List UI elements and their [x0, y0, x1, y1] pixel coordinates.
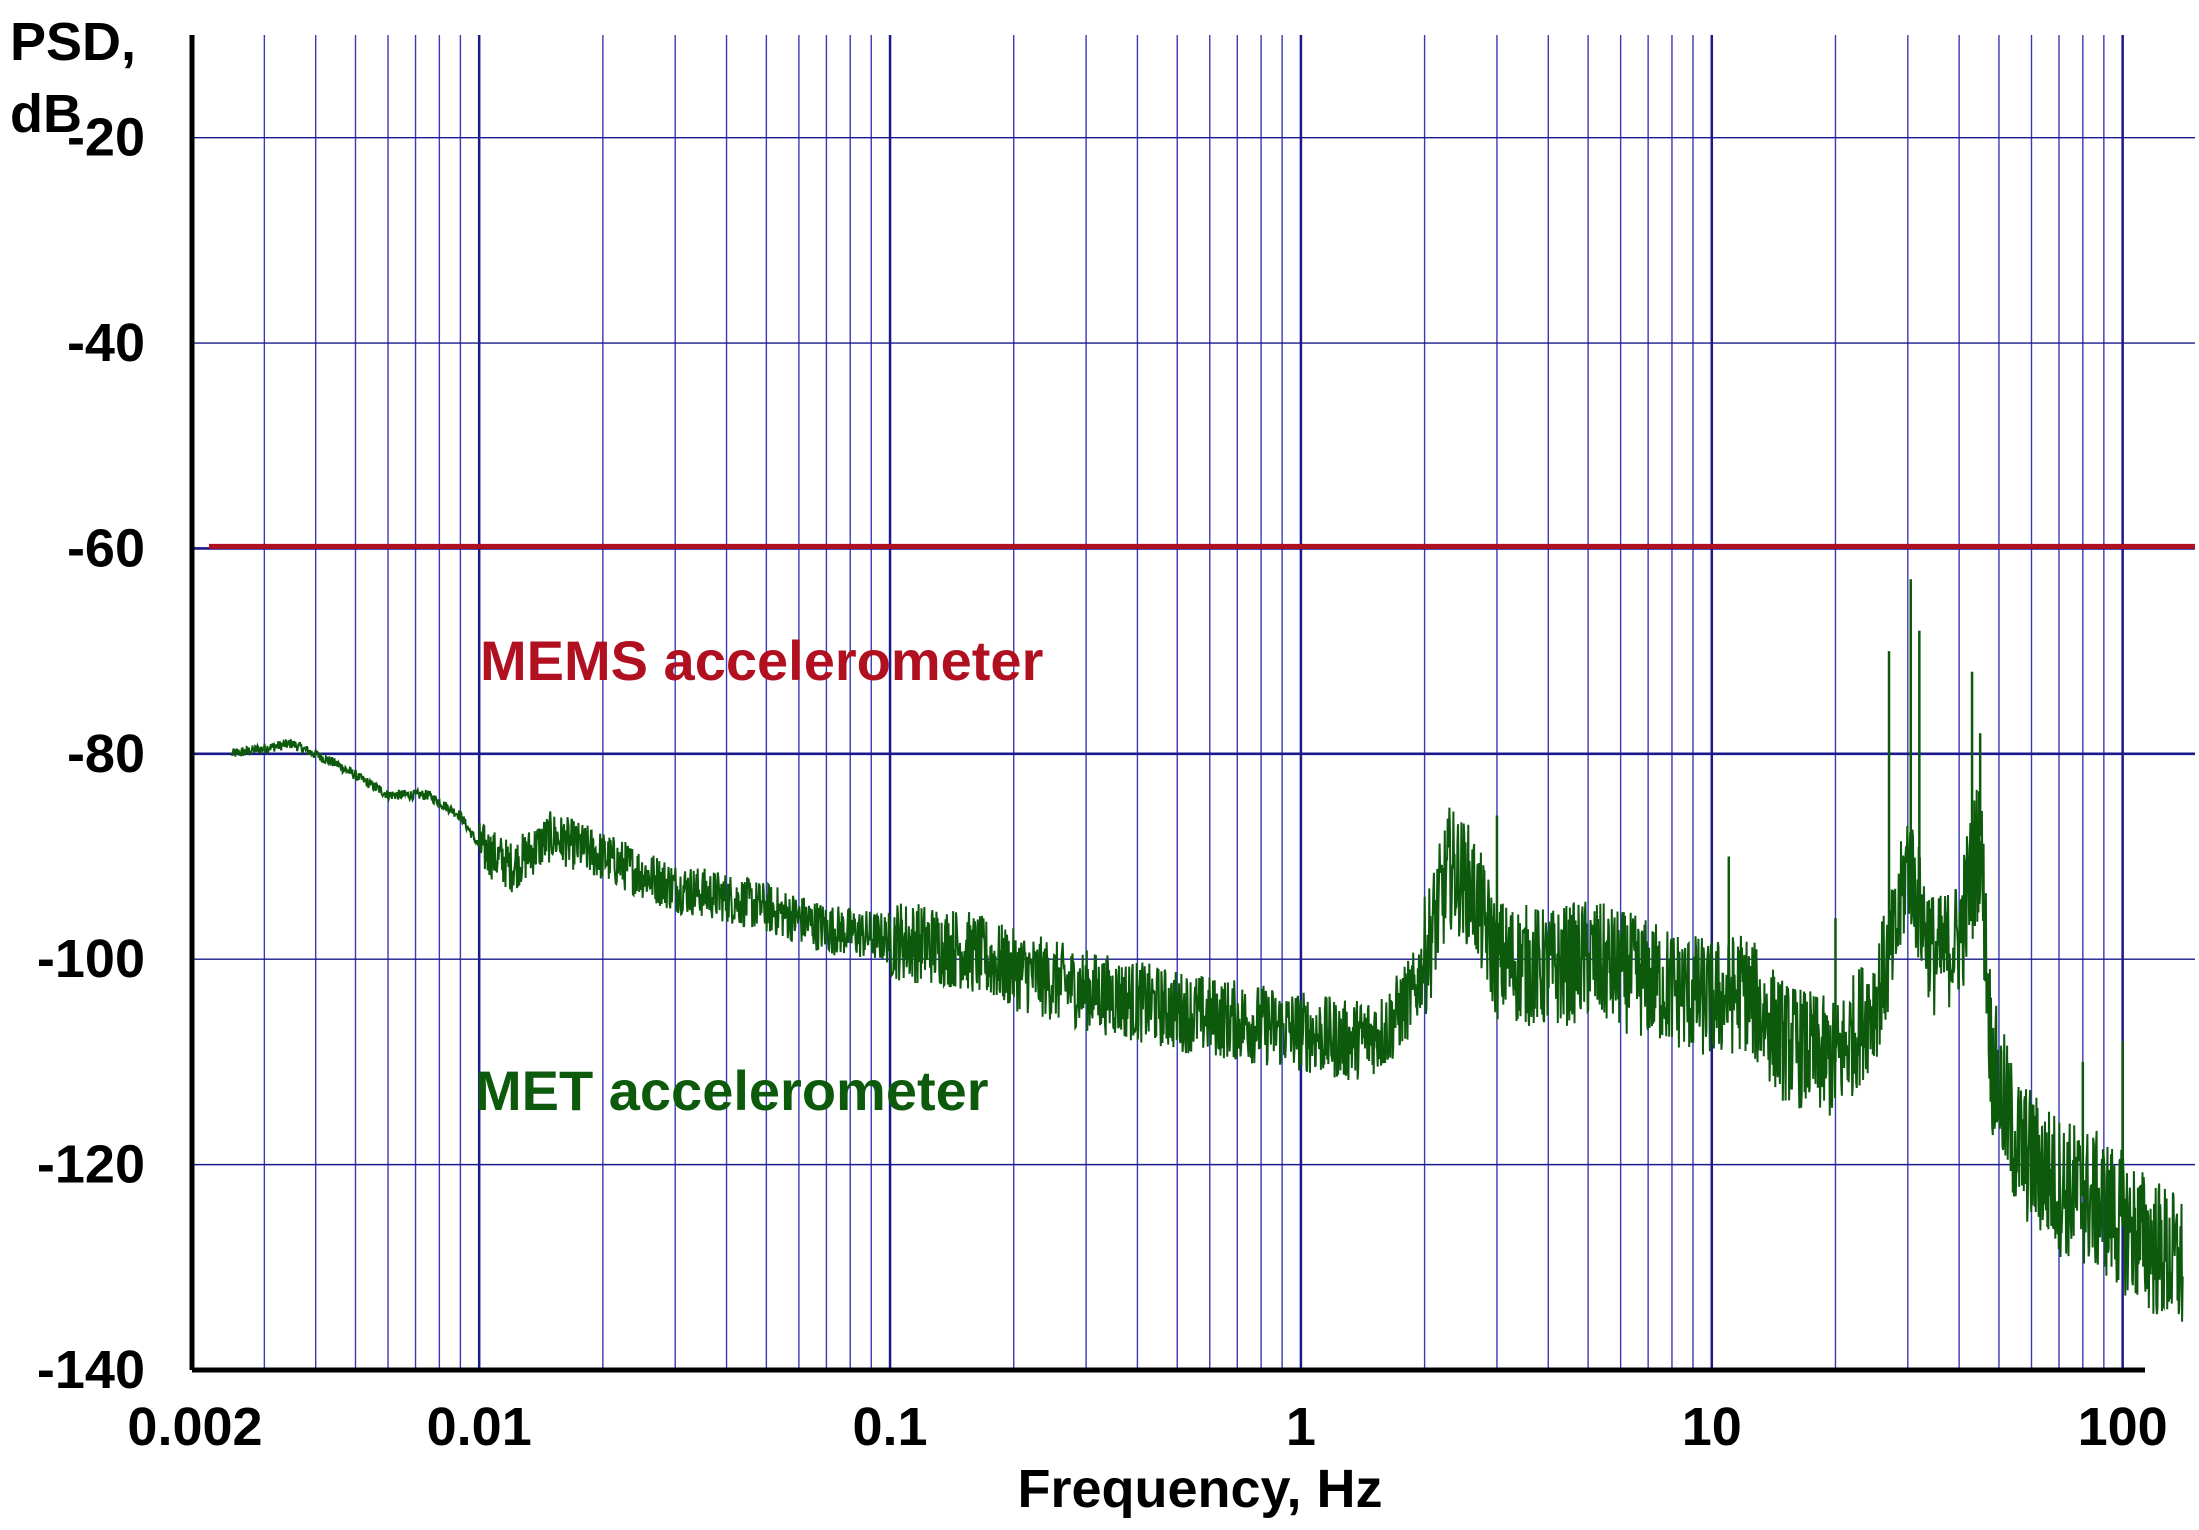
y-tick-label: -80 [67, 724, 145, 784]
x-tick-label: 100 [2078, 1397, 2168, 1457]
y-axis-label-line2: dB [10, 84, 82, 144]
axes [189, 35, 2145, 1373]
met-series-line [230, 738, 2184, 1322]
mems-series-label: MEMS accelerometer [480, 629, 1043, 692]
y-tick-label: -140 [37, 1340, 145, 1400]
series-layer [209, 543, 2195, 1322]
y-tick-label: -60 [67, 518, 145, 578]
grid [191, 35, 2195, 1370]
x-tick-label: 1 [1286, 1397, 1316, 1457]
y-tick-label: -40 [67, 313, 145, 373]
x-tick-label: 0.002 [127, 1397, 262, 1457]
y-axis-label-line1: PSD, [10, 12, 136, 72]
y-tick-label: -100 [37, 929, 145, 989]
y-tick-label: -20 [67, 108, 145, 168]
x-tick-label: 0.01 [427, 1397, 532, 1457]
x-axis-label: Frequency, Hz [1017, 1459, 1382, 1519]
y-tick-label: -120 [37, 1135, 145, 1195]
x-tick-label: 0.1 [853, 1397, 928, 1457]
x-tick-label: 10 [1682, 1397, 1742, 1457]
met-series-label: MET accelerometer [475, 1059, 989, 1122]
